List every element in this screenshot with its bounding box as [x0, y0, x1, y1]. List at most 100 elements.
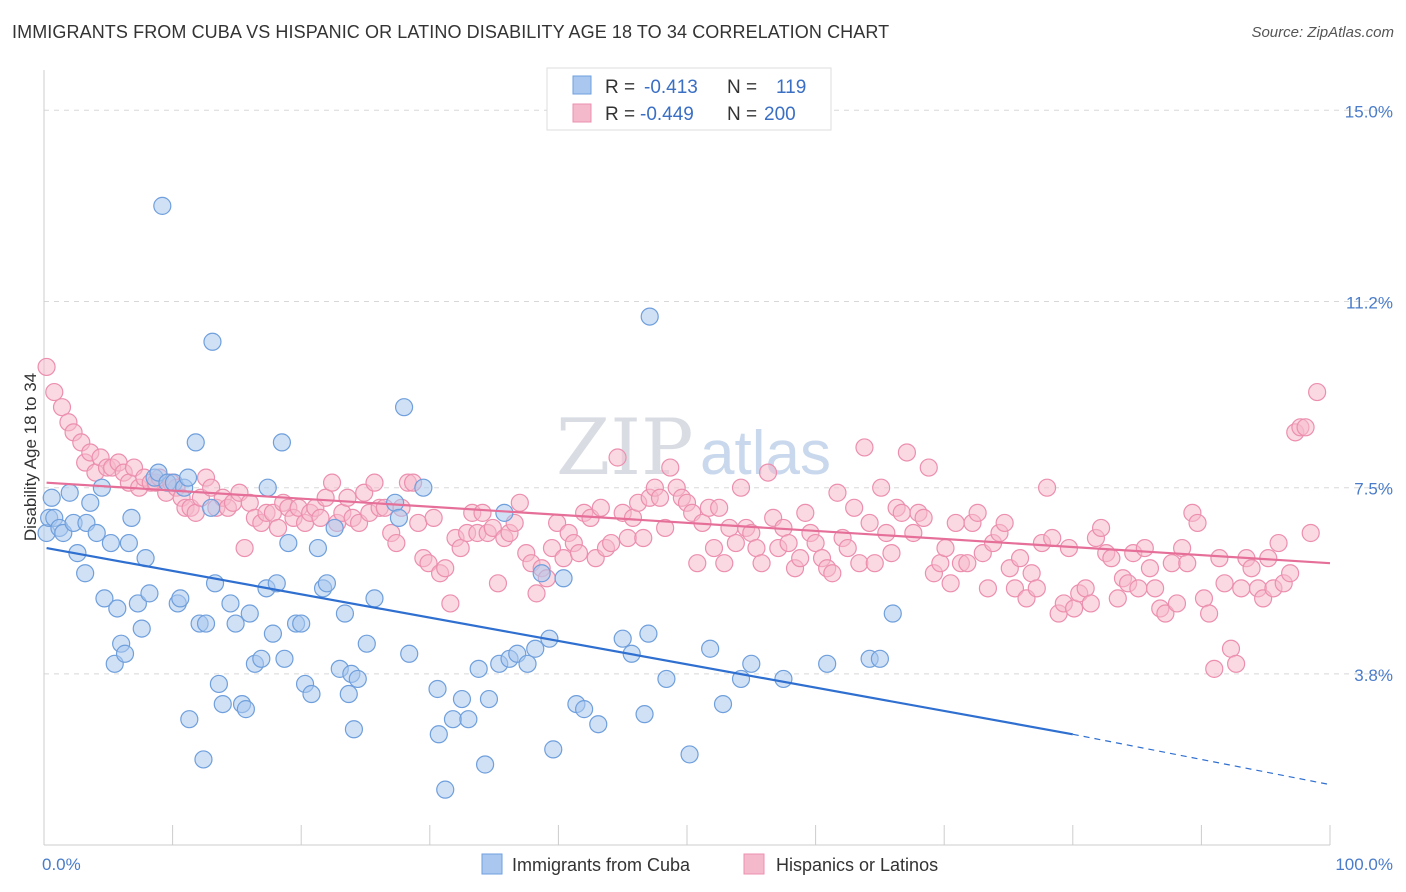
hispanics-point-139 — [791, 549, 810, 568]
chart-source: Source: ZipAtlas.com — [1251, 24, 1394, 41]
hispanics-point-131 — [747, 538, 766, 558]
cuba-point-45 — [221, 594, 240, 613]
y-axis-tick-labels: 3.8% 7.5% 11.2% 15.0% — [1345, 102, 1393, 685]
hispanics-point-221 — [1232, 579, 1251, 598]
hispanics-point-70 — [419, 554, 438, 573]
hispanics-point-87 — [510, 493, 529, 512]
cuba-point-110 — [713, 694, 733, 714]
bottom-legend-swatch-hispanics — [743, 853, 765, 875]
cuba-point-58 — [279, 533, 298, 553]
hispanics-point-142 — [806, 533, 825, 553]
hispanics-point-203 — [1135, 538, 1154, 558]
cuba-point-113 — [774, 669, 793, 689]
hispanics-point-148 — [838, 538, 857, 558]
cuba-point-11 — [81, 493, 100, 512]
hispanics-point-76 — [451, 538, 470, 558]
hispanics-point-153 — [865, 554, 884, 573]
cuba-point-15 — [101, 533, 120, 553]
trend-line-cuba-extension — [1072, 733, 1331, 786]
cuba-point-102 — [613, 629, 632, 648]
cuba-point-49 — [240, 604, 259, 623]
hispanics-point-83 — [488, 574, 508, 593]
cuba-point-60 — [292, 614, 311, 633]
cuba-point-73 — [357, 634, 376, 653]
cuba-point-97 — [544, 740, 563, 759]
cuba-point-57 — [275, 649, 294, 668]
cuba-point-41 — [203, 332, 222, 351]
hispanics-point-146 — [828, 483, 847, 502]
y-tick-label-1: 7.5% — [1354, 480, 1393, 499]
cuba-point-80 — [428, 679, 447, 699]
cuba-point-84 — [452, 689, 472, 709]
hispanics-point-195 — [1091, 518, 1111, 538]
hispanics-point-126 — [720, 518, 739, 538]
hispanics-point-108 — [623, 508, 643, 527]
x-axis-ticks — [43, 825, 1331, 845]
hispanics-point-182 — [1022, 564, 1041, 583]
legend-n-label-cuba: N = — [727, 77, 757, 98]
hispanics-point-235 — [1308, 382, 1327, 402]
bottom-legend-label-cuba: Immigrants from Cuba — [512, 855, 691, 875]
cuba-point-85 — [459, 710, 478, 729]
hispanics-point-74 — [441, 594, 460, 613]
legend-n-value-cuba: 119 — [776, 77, 806, 98]
x-tick-label-min: 0.0% — [42, 855, 81, 874]
hispanics-point-42 — [268, 518, 288, 538]
hispanics-point-166 — [936, 538, 955, 558]
cuba-point-109 — [701, 639, 720, 658]
series-legend: Immigrants from Cuba Hispanics or Latino… — [481, 853, 938, 875]
cuba-point-94 — [526, 639, 545, 658]
hispanics-point-124 — [710, 498, 729, 517]
bottom-legend-label-hispanics: Hispanics or Latinos — [776, 855, 938, 875]
cuba-point-38 — [196, 614, 216, 633]
hispanics-point-73 — [436, 559, 455, 578]
hispanics-point-193 — [1081, 594, 1100, 613]
cuba-point-114 — [818, 654, 837, 673]
hispanics-point-160 — [904, 523, 923, 543]
trend-line-hispanics — [46, 481, 1331, 565]
hispanics-point-123 — [704, 538, 724, 558]
y-tick-label-3: 15.0% — [1345, 102, 1393, 121]
hispanics-point-172 — [968, 503, 987, 522]
hispanics-point-177 — [995, 513, 1014, 533]
cuba-point-21 — [122, 508, 141, 527]
hispanics-point-152 — [860, 513, 879, 533]
hispanics-point-120 — [688, 554, 707, 573]
hispanics-point-205 — [1146, 579, 1165, 598]
hispanics-point-183 — [1027, 579, 1046, 598]
cuba-point-88 — [479, 689, 499, 709]
hispanics-point-198 — [1108, 589, 1127, 608]
hispanics-point-127 — [726, 533, 745, 553]
legend-swatch-hispanics — [572, 103, 592, 123]
legend-r-label-hispanics: R = — [605, 104, 635, 125]
cuba-point-86 — [469, 659, 488, 678]
hispanics-point-163 — [919, 458, 938, 477]
hispanics-point-114 — [656, 518, 675, 538]
cuba-point-13 — [92, 478, 111, 497]
legend-n-label-hispanics: N = — [727, 104, 757, 125]
cuba-point-19 — [115, 644, 135, 663]
cuba-point-9 — [76, 564, 95, 583]
hispanics-point-214 — [1194, 589, 1214, 608]
cuba-point-98 — [554, 569, 573, 588]
hispanics-point-162 — [914, 508, 933, 527]
hispanics-point-36 — [235, 538, 254, 558]
hispanics-point-233 — [1296, 418, 1315, 437]
hispanics-point-215 — [1200, 604, 1219, 623]
hispanics-point-51 — [316, 488, 335, 507]
hispanics-point-137 — [779, 533, 798, 553]
hispanics-point-52 — [322, 473, 342, 492]
hispanics-point-167 — [941, 574, 960, 593]
hispanics-point-209 — [1167, 594, 1187, 613]
hispanics-point-110 — [634, 528, 653, 548]
hispanics-point-104 — [602, 533, 621, 553]
cuba-point-44 — [213, 694, 232, 714]
hispanics-point-60 — [365, 473, 384, 492]
hispanics-point-68 — [409, 513, 428, 533]
hispanics-point-95 — [554, 549, 573, 568]
hispanics-point-158 — [892, 503, 911, 522]
hispanics-point-1 — [45, 382, 64, 402]
cuba-point-48 — [236, 700, 256, 719]
cuba-point-100 — [575, 700, 594, 719]
